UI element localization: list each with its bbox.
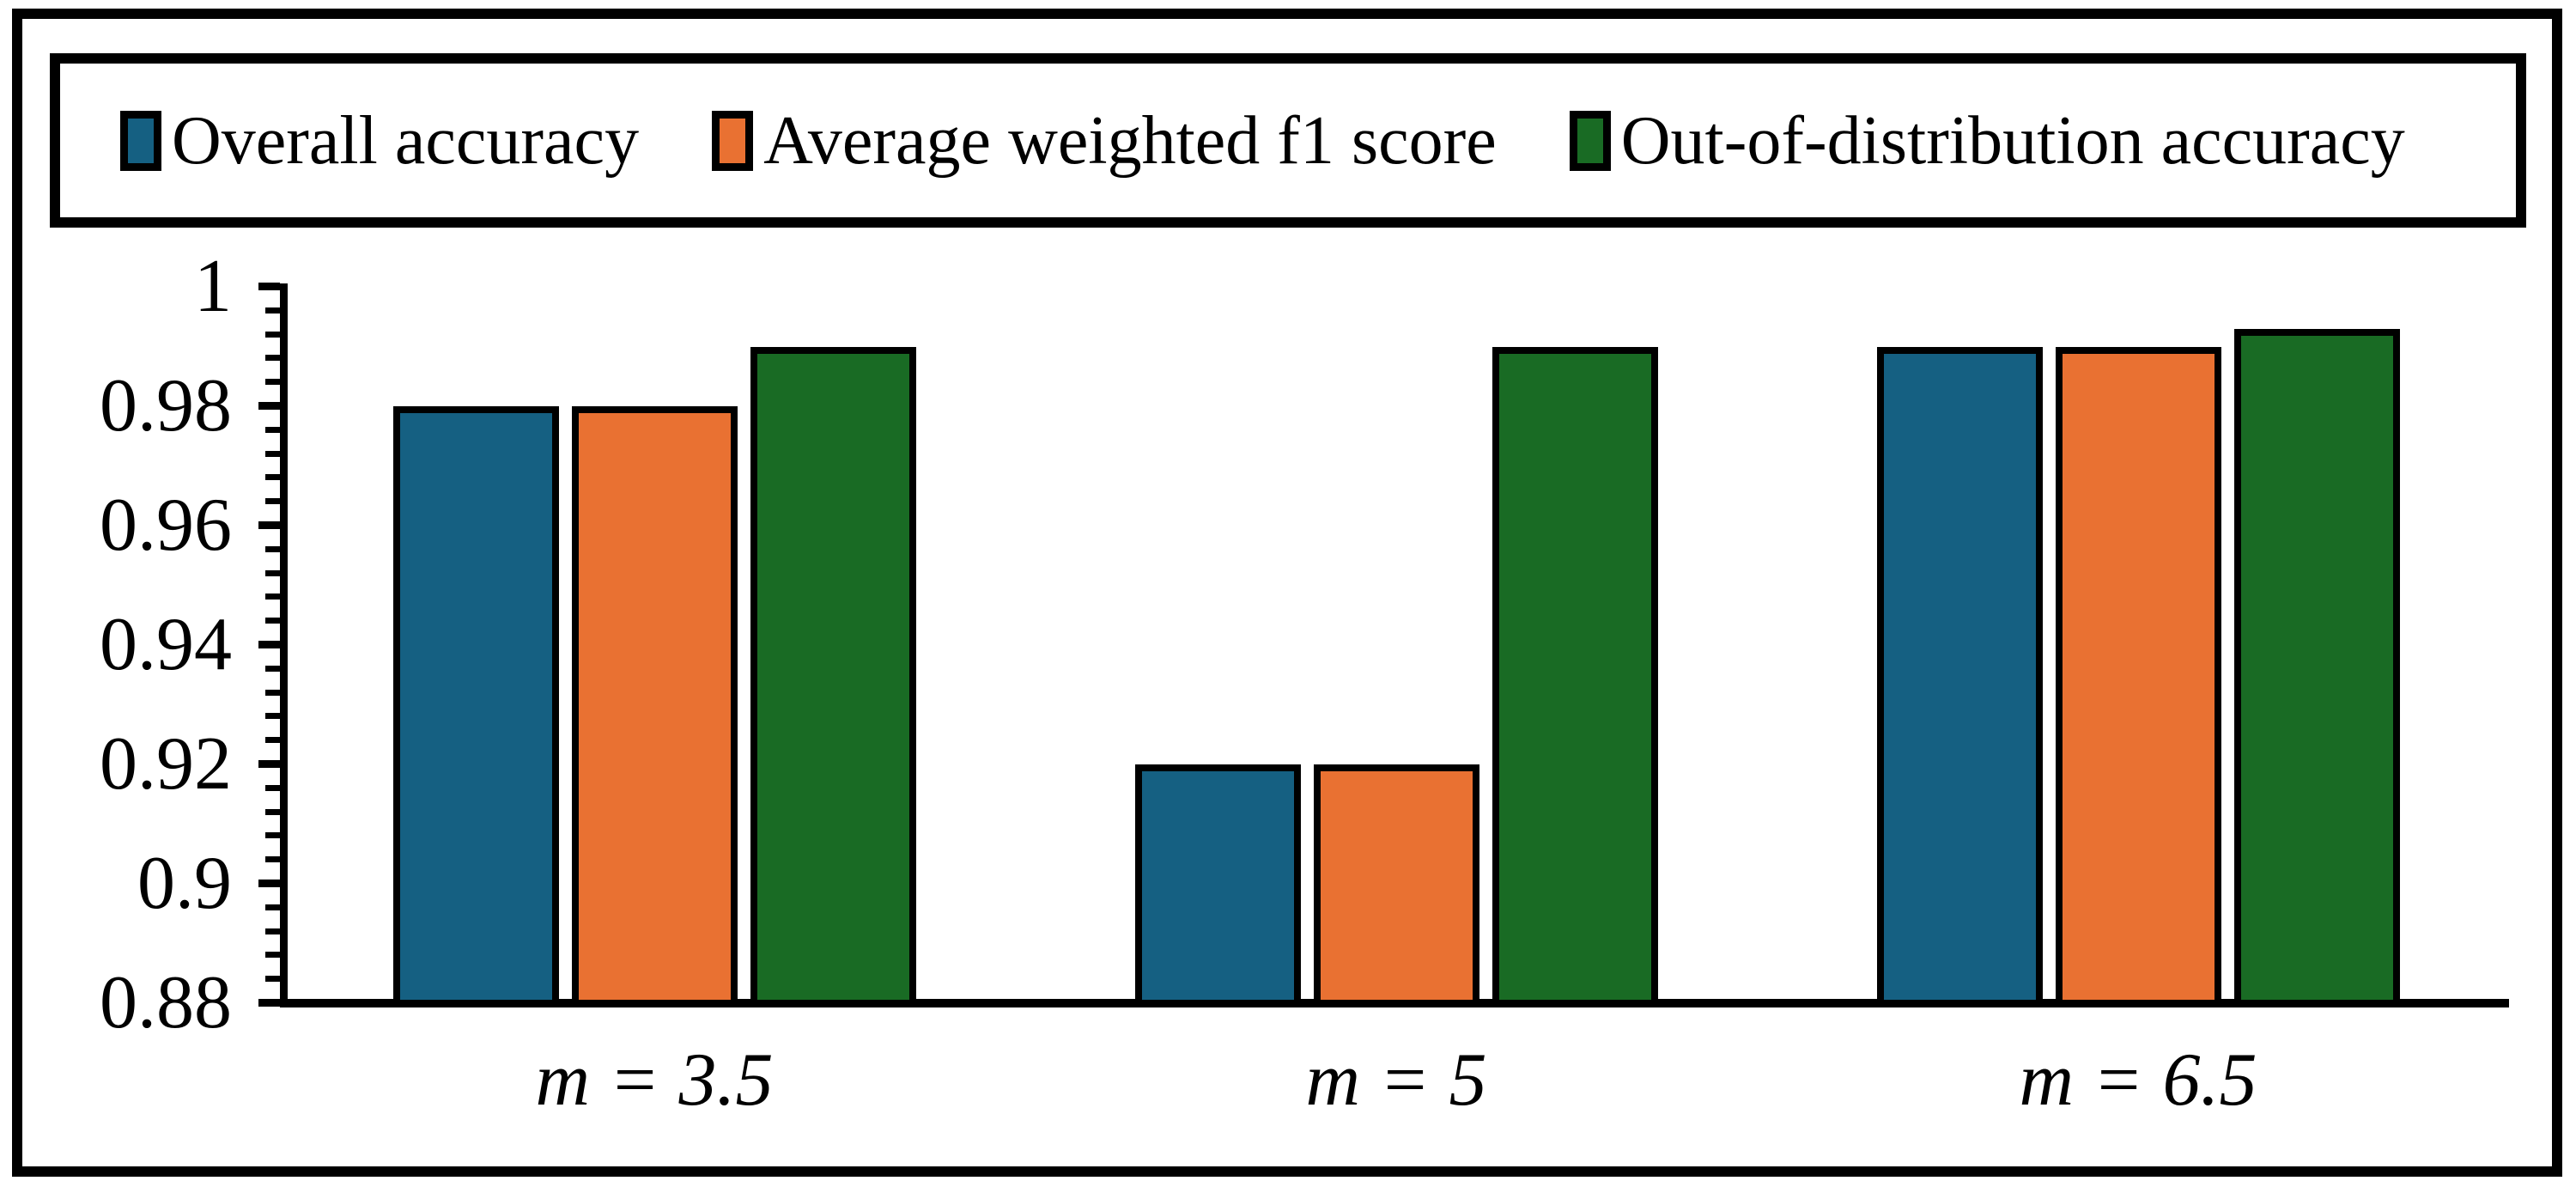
- y-minor-tick: [265, 546, 280, 552]
- y-minor-tick: [265, 832, 280, 838]
- x-axis-category-label: m = 6.5: [2019, 1038, 2257, 1122]
- y-minor-tick: [265, 856, 280, 862]
- legend-swatch: [120, 110, 161, 171]
- legend-label: Overall accuracy: [172, 102, 640, 179]
- legend-label: Out-of-distribution accuracy: [1620, 102, 2405, 179]
- legend-label: Average weighted f1 score: [763, 102, 1497, 179]
- y-minor-tick: [265, 690, 280, 696]
- bar-overall-accuracy: [1877, 347, 2043, 1007]
- y-minor-tick: [265, 355, 280, 361]
- y-minor-tick: [265, 928, 280, 934]
- bar-avg-weighted-f1: [2056, 347, 2221, 1007]
- y-major-tick: [258, 999, 280, 1007]
- legend-swatch: [1569, 110, 1611, 171]
- y-major-tick: [258, 283, 280, 290]
- y-minor-tick: [265, 594, 280, 600]
- y-minor-tick: [265, 498, 280, 504]
- bar-ood-accuracy: [750, 347, 916, 1007]
- bar-overall-accuracy: [393, 406, 559, 1007]
- y-major-tick: [258, 521, 280, 529]
- x-axis-category-label: m = 5: [1305, 1038, 1487, 1122]
- x-axis-category-label: m = 3.5: [535, 1038, 774, 1122]
- y-axis-tick-label: 0.92: [100, 722, 232, 806]
- y-axis-line: [280, 283, 288, 1007]
- y-minor-tick: [265, 307, 280, 313]
- y-minor-tick: [265, 474, 280, 480]
- y-axis-tick-label: 0.98: [100, 364, 232, 447]
- y-minor-tick: [265, 451, 280, 457]
- bar-overall-accuracy: [1135, 764, 1301, 1007]
- y-minor-tick: [265, 809, 280, 815]
- legend-item: Overall accuracy: [120, 107, 712, 175]
- bar-avg-weighted-f1: [1314, 764, 1479, 1007]
- y-major-tick: [258, 641, 280, 648]
- y-major-tick: [258, 880, 280, 887]
- y-minor-tick: [265, 713, 280, 719]
- y-minor-tick: [265, 737, 280, 743]
- figure-border: [12, 9, 2562, 1177]
- y-minor-tick: [265, 379, 280, 385]
- y-minor-tick: [265, 427, 280, 433]
- y-axis-tick-label: 0.96: [100, 484, 232, 567]
- y-major-tick: [258, 760, 280, 768]
- legend-box: Overall accuracy Average weighted f1 scor…: [50, 53, 2526, 228]
- y-minor-tick: [265, 666, 280, 672]
- y-axis-tick-label: 0.94: [100, 603, 232, 686]
- legend-row: Overall accuracy Average weighted f1 scor…: [60, 64, 2516, 217]
- bar-avg-weighted-f1: [572, 406, 738, 1007]
- y-minor-tick: [265, 952, 280, 958]
- y-axis-tick-label: 0.9: [137, 842, 232, 925]
- y-axis-tick-label: 0.88: [100, 961, 232, 1044]
- y-minor-tick: [265, 976, 280, 982]
- legend-swatch: [712, 110, 754, 171]
- y-minor-tick: [265, 332, 280, 338]
- y-minor-tick: [265, 570, 280, 576]
- y-minor-tick: [265, 618, 280, 624]
- y-minor-tick: [265, 785, 280, 791]
- y-major-tick: [258, 402, 280, 410]
- bar-ood-accuracy: [1492, 347, 1658, 1007]
- bar-ood-accuracy: [2234, 329, 2400, 1007]
- y-minor-tick: [265, 904, 280, 910]
- legend-item: Average weighted f1 score: [712, 107, 1570, 175]
- y-axis-tick-label: 1: [194, 245, 232, 328]
- legend-item: Out-of-distribution accuracy: [1569, 102, 2405, 179]
